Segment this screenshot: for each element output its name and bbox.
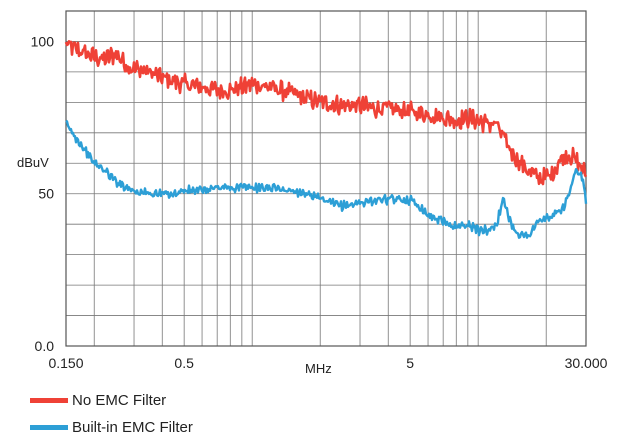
plot-frame [65, 10, 587, 347]
legend-swatch-built-in-filter [30, 425, 68, 430]
y-tick-label: 100 [31, 33, 55, 49]
legend-label-no-filter: No EMC Filter [72, 392, 167, 409]
x-tick-label: 0.150 [48, 355, 83, 371]
legend-item-built-in-filter: Built-in EMC Filter [30, 419, 193, 436]
series-line-no-filter [64, 39, 588, 186]
y-axis-ticks: 0.0 50 100 [31, 33, 55, 354]
x-tick-label: 0.5 [174, 355, 194, 371]
x-axis-ticks: 0.150 0.5 5 30.000 [48, 355, 607, 371]
x-tick-label: 5 [406, 355, 414, 371]
y-tick-label: 0.0 [35, 338, 55, 354]
y-axis-label: dBuV [17, 155, 49, 170]
x-tick-label: 30.000 [565, 355, 608, 371]
chart-grid [66, 11, 586, 346]
legend-label-built-in-filter: Built-in EMC Filter [72, 419, 193, 436]
series-layer [64, 39, 588, 239]
legend-swatch-no-filter [30, 398, 68, 403]
x-axis-label: MHz [305, 361, 332, 376]
y-tick-label: 50 [38, 186, 54, 202]
series-line-built-in-filter [65, 119, 588, 239]
legend-item-no-filter: No EMC Filter [30, 392, 166, 409]
